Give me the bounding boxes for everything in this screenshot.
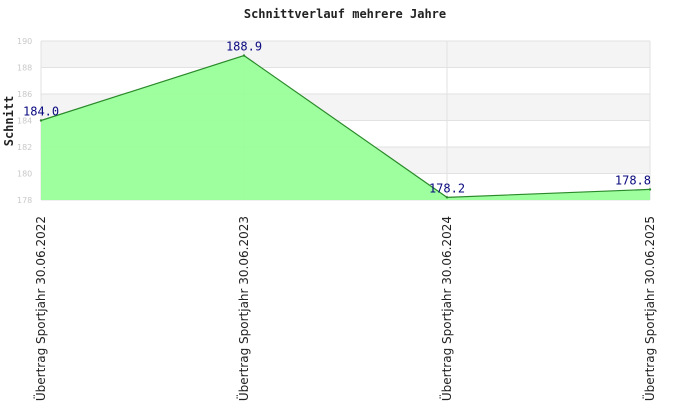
- x-tick-labels: Übertrag Sportjahr 30.06.2022 Übertrag Sp…: [32, 216, 657, 401]
- data-point: [242, 54, 246, 57]
- data-label: 184.0: [23, 105, 59, 119]
- y-tick-label: 180: [17, 170, 32, 179]
- chart-title: Schnittverlauf mehrere Jahre: [244, 7, 446, 21]
- x-tick-label: Übertrag Sportjahr 30.06.2022: [32, 216, 48, 401]
- x-tick-label: Übertrag Sportjahr 30.06.2023: [235, 216, 251, 401]
- y-tick-label: 182: [17, 143, 32, 152]
- y-tick-label: 186: [17, 90, 32, 99]
- area-series: [39, 54, 652, 201]
- grid-band: [41, 41, 650, 68]
- data-labels: 184.0 188.9 178.2 178.8: [23, 40, 651, 196]
- x-tick-label: Übertrag Sportjahr 30.06.2025: [641, 216, 657, 401]
- data-point: [39, 119, 43, 122]
- data-label: 178.8: [615, 173, 651, 187]
- y-tick-label: 190: [17, 37, 32, 46]
- x-tick-label: Übertrag Sportjahr 30.06.2024: [438, 216, 454, 401]
- series-line: [40, 54, 651, 198]
- data-point: [445, 196, 449, 199]
- grid-band: [41, 67, 650, 94]
- y-tick-label: 178: [17, 196, 32, 205]
- area-fill: [41, 55, 650, 201]
- y-tick-label: 188: [17, 64, 32, 73]
- y-tick-labels: 178 180 182 184 186 188 190: [17, 37, 32, 205]
- data-label: 188.9: [226, 40, 262, 54]
- data-point: [648, 188, 652, 191]
- y-axis-label: Schnitt: [2, 96, 16, 147]
- data-label: 178.2: [429, 181, 465, 195]
- y-tick-label: 184: [17, 117, 32, 126]
